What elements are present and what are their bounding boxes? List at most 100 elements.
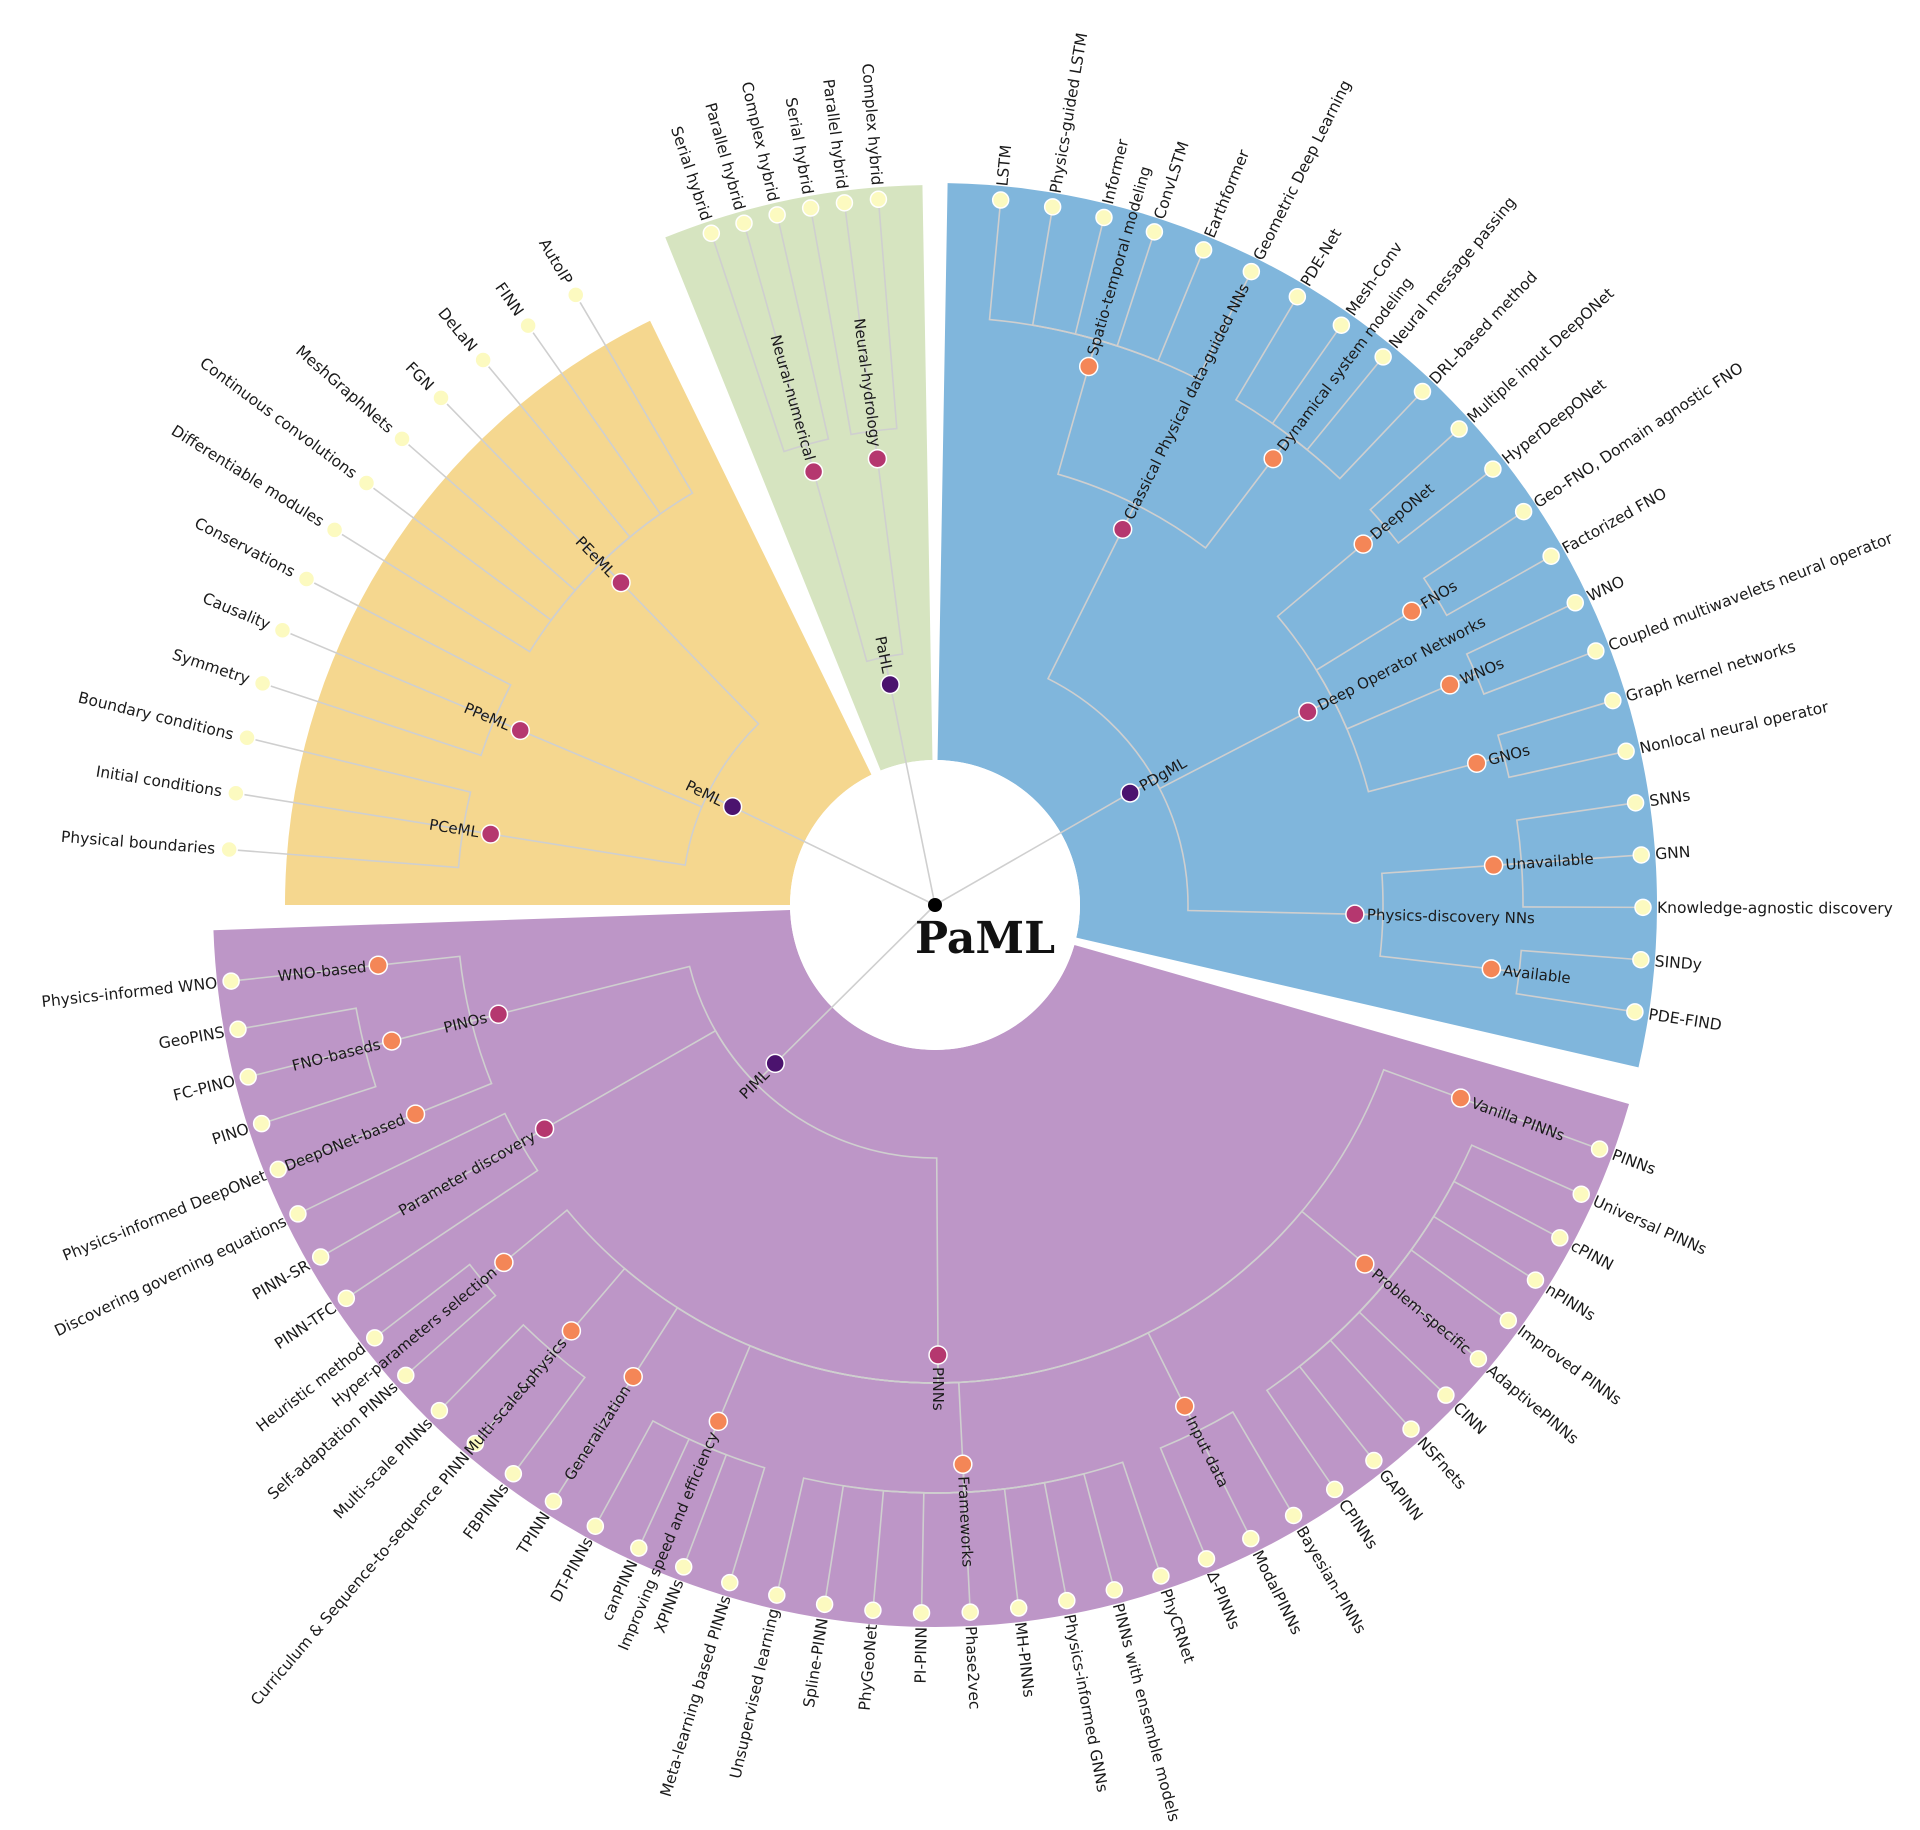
link-peeml	[620, 582, 760, 808]
node-bayesian-pinns	[1284, 1506, 1303, 1525]
leaf-label-fbpinns: FBPINNs	[460, 1480, 513, 1543]
node-physical-boundaries	[220, 840, 238, 859]
node-meshgraphnets	[393, 430, 411, 448]
leaf-label-serial-hybrid: Serial hybrid	[782, 96, 817, 196]
node-symmetry	[253, 674, 272, 693]
leaf-label-gapinn: GAPINN	[1375, 1466, 1426, 1524]
node-geopins	[229, 1020, 247, 1039]
node-fbpinns	[504, 1465, 523, 1483]
node-ppeml	[510, 720, 531, 741]
leaf-label-universal-pinns: Universal PINNs	[1590, 1192, 1709, 1258]
node-wno	[1566, 594, 1585, 612]
leaf-label-discovering-governing-equations: Discovering governing equations	[52, 1212, 290, 1340]
link-complex-hybrid	[872, 199, 898, 459]
leaf-label-unsupervised-learning: Unsupervised learning	[726, 1607, 782, 1781]
node-pinos	[488, 1004, 509, 1024]
node-deep-operator-networks	[1298, 702, 1318, 722]
leaf-label-dt-pinns: DT-PINNs	[547, 1534, 597, 1605]
link-boundary-conditions	[246, 737, 491, 835]
leaf-label-pi-pinn: PI-PINN	[912, 1627, 931, 1684]
node-label-frameworks: Frameworks	[954, 1476, 977, 1568]
link-complex-hybrid	[776, 214, 830, 472]
leaf-label-phase2vec: Phase2vec	[961, 1626, 983, 1710]
tree-nodes	[220, 190, 1652, 1622]
leaf-label-parallel-hybrid: Parallel hybrid	[819, 78, 851, 190]
leaf-label-initial-conditions: Initial conditions	[95, 763, 224, 801]
node-canpinn	[630, 1539, 648, 1557]
leaf-label-modalpinns: ModalPINNs	[1249, 1547, 1306, 1637]
leaf-label-causality: Causality	[200, 589, 273, 633]
link-autoip	[575, 294, 694, 584]
node-cinn	[1437, 1386, 1455, 1404]
root-label: PaML	[915, 913, 1055, 964]
leaf-label-pde-net: PDE-Net	[1297, 225, 1345, 289]
leaf-label-nonlocal-neural-operator: Nonlocal neural operator	[1638, 698, 1831, 758]
leaf-label-wno: WNO	[1584, 572, 1627, 605]
node-nonlocal-neural-operator	[1617, 742, 1635, 761]
link-cpinns	[1265, 1263, 1388, 1490]
node-pinns	[928, 1345, 948, 1365]
node-graph-kernel-networks	[1604, 691, 1622, 710]
leaf-label-convlstm: ConvLSTM	[1151, 139, 1193, 221]
node-gnn	[1632, 846, 1650, 864]
node-wnos	[1440, 675, 1460, 695]
leaf-label-neural-message-passing: Neural message passing	[1385, 193, 1519, 352]
leaf-label-pde-find: PDE-FIND	[1647, 1005, 1723, 1034]
node-pinn-sr	[311, 1248, 330, 1266]
node-wno-based	[368, 955, 388, 975]
leaf-label-cpinns: CPINNs	[1335, 1496, 1381, 1552]
link-gnos	[1307, 697, 1477, 793]
link-peml	[732, 806, 936, 906]
leaf-label-tpinn: TPINN	[513, 1509, 554, 1559]
link-piml	[774, 904, 936, 1064]
leaf-label-physics-informed-wno: Physics-informed WNO	[41, 974, 219, 1011]
leaf-label-delan: DeLaN	[434, 304, 481, 355]
leaf-label-pino: PINO	[210, 1120, 251, 1149]
node-label-physics-discovery-nns: Physics-discovery NNs	[1367, 906, 1536, 928]
node-discovering-governing-equations	[289, 1205, 307, 1223]
node-pinns-with-ensemble-models	[1105, 1581, 1124, 1599]
link-geopins	[237, 1007, 392, 1049]
sector-pahl	[665, 185, 933, 771]
node-vanilla-pinns	[1450, 1088, 1471, 1108]
node-label-pinns: PINNs	[929, 1367, 947, 1411]
leaf-label-nsfnets: NSFnets	[1413, 1434, 1469, 1493]
node-neural-hydrology	[867, 448, 888, 469]
leaf-label-phycrnet: PhyCRNet	[1156, 1587, 1198, 1666]
leaf-label-physical-boundaries: Physical boundaries	[60, 828, 216, 858]
leaf-label-sindy: SINDy	[1654, 952, 1702, 974]
node-dynamical-system-modeling	[1263, 448, 1283, 469]
leaf-label-physics-guided-lstm: Physics-guided LSTM	[1047, 32, 1092, 195]
link-heuristic-method	[374, 1261, 505, 1339]
node-pinn-tfc	[337, 1289, 356, 1308]
leaf-label-pinn-sr: PINN-SR	[249, 1256, 313, 1303]
node-gapinn	[1365, 1451, 1383, 1470]
link-coupled-multiwavelets-neural-operator	[1449, 650, 1597, 696]
node-parallel-hybrid	[735, 214, 753, 232]
leaf-label-mh-pinns: MH-PINNs	[1011, 1621, 1038, 1698]
node-phase2vec	[961, 1603, 979, 1621]
leaf-label-pinns: PINNs	[1609, 1146, 1658, 1178]
node-fnos	[1402, 601, 1422, 622]
leaf-label-phygeonet: PhyGeoNet	[856, 1623, 882, 1711]
link-nonlocal-neural-operator	[1476, 750, 1627, 779]
link-discovering-governing-equations	[297, 1112, 545, 1215]
node-snns	[1626, 794, 1645, 812]
leaf-label-gnn: GNN	[1655, 843, 1691, 863]
node-adaptivepinns	[1469, 1350, 1488, 1368]
leaf-label-symmetry: Symmetry	[170, 646, 252, 688]
link-classical-physical-data-guided-nns	[1046, 528, 1156, 794]
node-neural-message-passing	[1374, 348, 1392, 366]
node-improving-speed-and-efficiency	[708, 1411, 729, 1432]
leaf-label-pinn-tfc: PINN-TFC	[271, 1299, 340, 1353]
node-factorized-fno	[1542, 547, 1560, 565]
leaf-label-fc-pino: FC-PINO	[171, 1072, 237, 1105]
node-modalpinns	[1242, 1529, 1260, 1548]
link-multi-scale-pinns	[438, 1323, 572, 1412]
leaf-label-knowledge-agnostic-discovery: Knowledge-agnostic discovery	[1657, 899, 1893, 918]
node-unavailable	[1483, 855, 1504, 876]
node-fno-baseds	[382, 1031, 402, 1051]
leaf-label-boundary-conditions: Boundary conditions	[76, 689, 235, 744]
link-neural-hydrology	[876, 458, 904, 685]
